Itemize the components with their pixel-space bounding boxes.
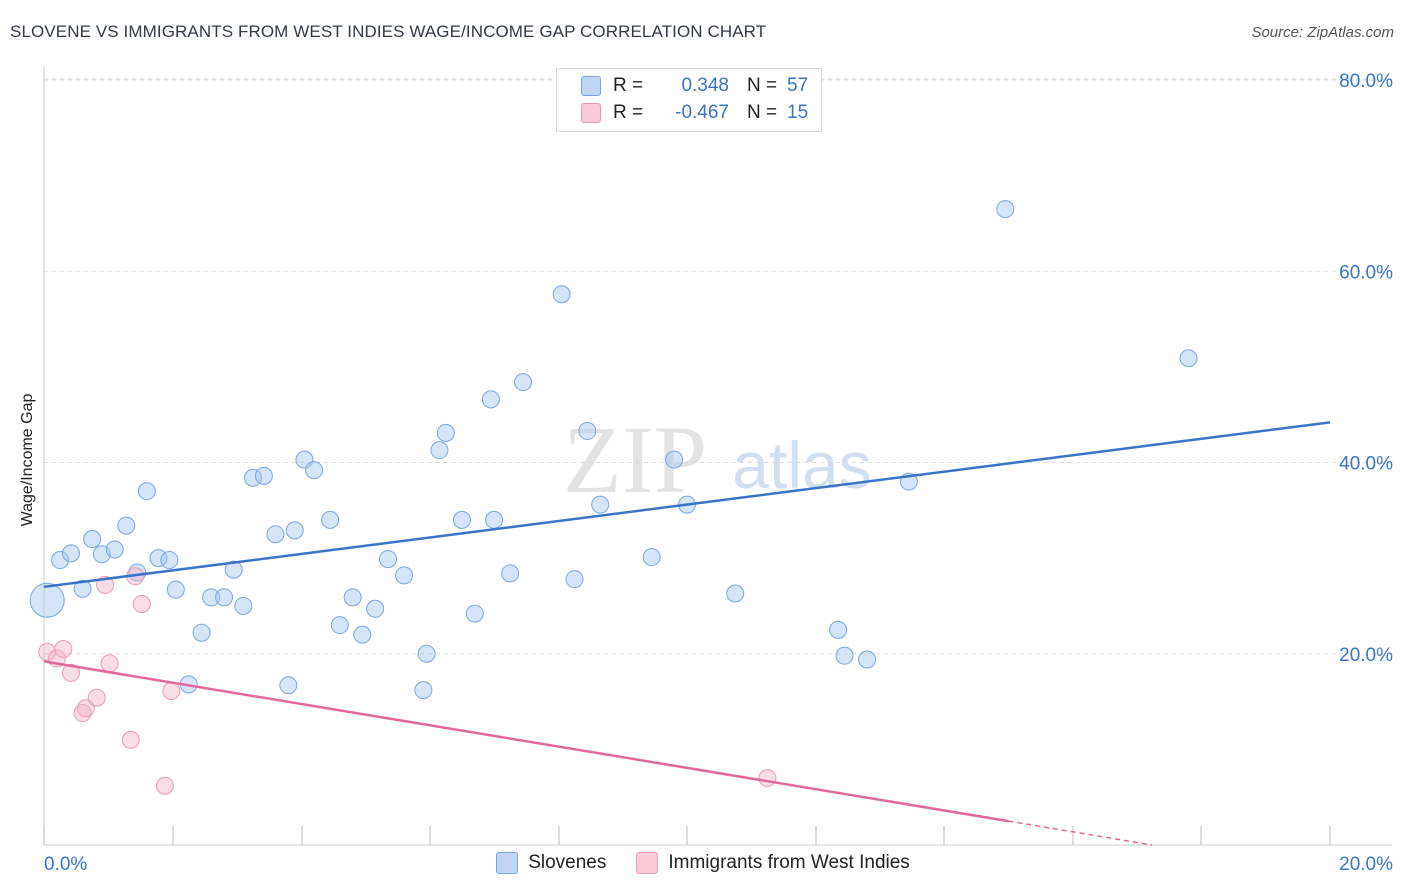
slovene-point [330, 616, 349, 635]
slovene-point [565, 570, 584, 589]
slovene-point [414, 681, 433, 700]
slovene-point [417, 644, 436, 663]
legend-r-label: R = [613, 102, 644, 123]
legend-r-value: 0.348 [681, 75, 729, 96]
slovene-point [552, 285, 571, 304]
slovene-point [481, 390, 500, 409]
x-tick-label-max: 20.0% [1339, 854, 1393, 875]
slovene-point [485, 510, 504, 529]
legend-n-value: 57 [787, 75, 809, 96]
west-indies-trend-line [43, 660, 1009, 823]
slovene-point [149, 549, 168, 568]
slovene-point [105, 540, 124, 559]
slovene-point [224, 560, 243, 579]
slovene-point [305, 461, 324, 480]
bottom-legend-swatch-pink [636, 852, 659, 874]
slovene-point [366, 599, 385, 618]
slovene-point [379, 550, 398, 569]
west-indies-point [87, 688, 106, 707]
slovene-point [51, 551, 70, 570]
slovene-trend-line [43, 421, 1331, 589]
west-indies-point [76, 699, 95, 718]
bottom-legend-label: Immigrants from West Indies [668, 852, 910, 873]
legend-n-value: 15 [787, 102, 809, 123]
slovene-point [73, 579, 92, 598]
west-indies-point [758, 769, 777, 788]
west-indies-point [121, 730, 140, 749]
slovene-point [835, 646, 854, 665]
slovene-point [642, 548, 661, 567]
bottom-legend-slovenes: Slovenes [496, 852, 606, 874]
slovene-point [234, 596, 253, 615]
points [29, 200, 1198, 795]
legend-n-label: N = [747, 75, 778, 96]
slovene-point [726, 584, 745, 603]
slovene-point [254, 466, 273, 485]
slovene-point [436, 423, 455, 442]
tick-labels: 20.0% 40.0% 60.0% 80.0% 0.0% 20.0% [44, 71, 1393, 875]
slovene-point [266, 525, 285, 544]
slovene-point [243, 468, 262, 487]
slovene-point [514, 373, 533, 392]
slovene-point [465, 604, 484, 623]
legend-swatch-pink [581, 103, 601, 123]
slovene-point [202, 588, 221, 607]
legend-swatch-blue [581, 76, 601, 96]
y-tick-label: 20.0% [1339, 645, 1393, 666]
slovene-point [353, 625, 372, 644]
slovene-point [1179, 349, 1198, 368]
y-tick-label: 80.0% [1339, 71, 1393, 92]
west-indies-trend-dashed [1008, 820, 1153, 846]
trend-lines [43, 421, 1331, 846]
legend-row-west-indies: R = -0.467 N = 15 [581, 101, 808, 125]
bottom-legend-label: Slovenes [528, 852, 607, 873]
west-indies-point [73, 704, 92, 723]
west-indies-point [132, 595, 151, 614]
slovene-point [452, 510, 471, 529]
y-tick-label: 60.0% [1339, 262, 1393, 283]
slovene-point [215, 588, 234, 607]
slovene-point [285, 521, 304, 540]
axes [43, 66, 1392, 846]
legend-row-slovenes: R = 0.348 N = 57 [581, 74, 808, 98]
west-indies-point [54, 639, 73, 658]
legend: R = 0.348 N = 57 R = -0.467 N = 15 [556, 68, 822, 132]
slovene-point [321, 510, 340, 529]
source-label: Source: ZipAtlas.com [1251, 24, 1394, 41]
slovene-point [996, 200, 1015, 219]
slovene-point [160, 551, 179, 570]
x-tick-label-min: 0.0% [44, 854, 87, 875]
slovene-point [829, 620, 848, 639]
slovene-point [117, 516, 136, 535]
slovene-point [591, 495, 610, 514]
slovene-point [343, 588, 362, 607]
slovene-point [665, 450, 684, 469]
slovene-point [62, 544, 81, 563]
legend-r-value: -0.467 [675, 102, 729, 123]
slovene-point [279, 676, 298, 695]
legend-n-label: N = [747, 102, 778, 123]
slovene-point [858, 650, 877, 669]
slovene-point [192, 623, 211, 642]
legend-r-label: R = [613, 75, 644, 96]
slovene-point [166, 580, 185, 599]
bottom-legend-west-indies: Immigrants from West Indies [636, 852, 910, 874]
bottom-legend: Slovenes Immigrants from West Indies [0, 852, 1406, 874]
chart-title: SLOVENE VS IMMIGRANTS FROM WEST INDIES W… [10, 22, 767, 41]
slovene-point [83, 530, 102, 548]
slovene-point [430, 441, 449, 460]
y-tick-label: 40.0% [1339, 454, 1393, 475]
west-indies-point [62, 663, 81, 682]
slovene-point [395, 566, 414, 585]
west-indies-point [100, 654, 119, 673]
slovene-point [29, 582, 65, 618]
west-indies-point [162, 682, 181, 701]
west-indies-point [155, 776, 174, 795]
bottom-legend-swatch-blue [496, 852, 519, 874]
slovene-point [501, 564, 520, 583]
slovene-point [578, 421, 597, 440]
slovene-point [137, 482, 156, 501]
